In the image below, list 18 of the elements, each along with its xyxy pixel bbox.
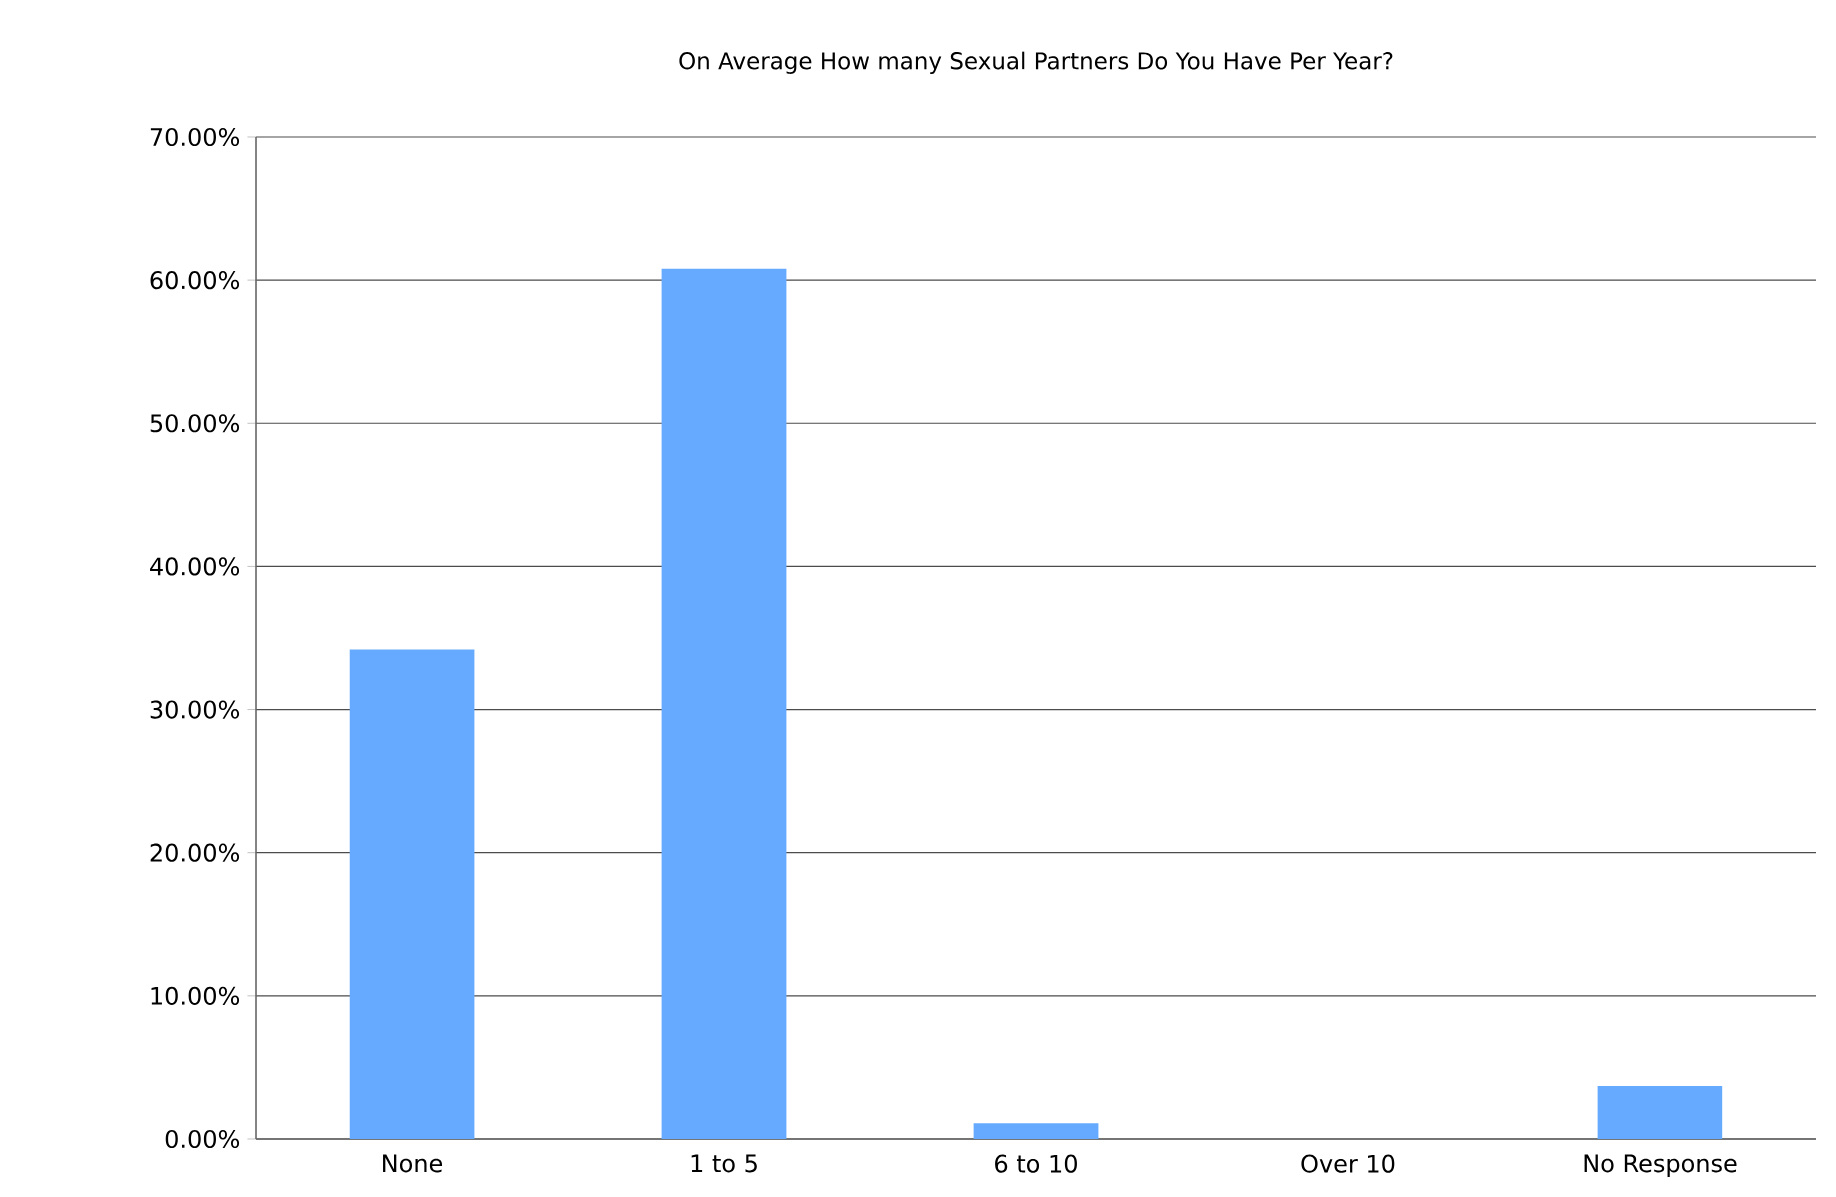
x-tick-label: Over 10 (1301, 1154, 1395, 1173)
y-tick-label: 10.00% (151, 986, 240, 1005)
bar (1597, 1086, 1723, 1139)
chart-title: On Average How many Sexual Partners Do You Have Per Year? (679, 51, 1393, 74)
x-tick-label: None (383, 1154, 443, 1173)
x-tick-label: 1 to 5 (691, 1154, 757, 1173)
x-tick-label: No Response (1584, 1154, 1737, 1178)
y-tick-label: 30.00% (150, 700, 240, 719)
bar (973, 1123, 1099, 1139)
y-tick-label: 60.00% (150, 271, 240, 290)
bar (661, 268, 787, 1139)
y-tick-label: 70.00% (150, 127, 240, 147)
y-tick-label: 20.00% (150, 843, 240, 862)
y-tick-label: 40.00% (150, 557, 240, 576)
y-tick-label: 50.00% (150, 414, 240, 433)
x-tick-label: 6 to 10 (995, 1154, 1077, 1173)
y-tick-label: 0.00% (165, 1129, 240, 1149)
bar (349, 649, 475, 1139)
